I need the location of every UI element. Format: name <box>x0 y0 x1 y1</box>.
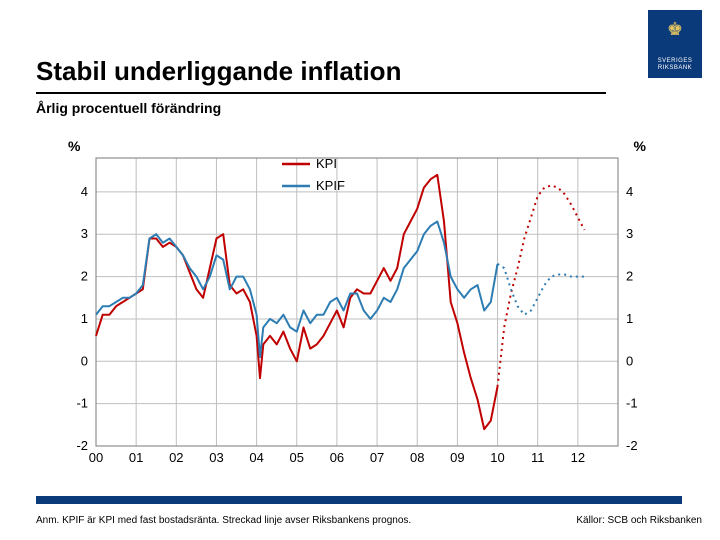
svg-text:1: 1 <box>81 311 88 326</box>
chart-svg: -2-2-1-100112233440001020304050607080910… <box>62 140 652 470</box>
svg-text:07: 07 <box>370 450 384 465</box>
chart-area: % % -2-2-1-10011223344000102030405060708… <box>62 140 652 470</box>
y-axis-label-right: % <box>634 138 646 154</box>
svg-text:01: 01 <box>129 450 143 465</box>
logo-text-top: SVERIGES <box>658 58 693 65</box>
sources: Källor: SCB och Riksbanken <box>576 515 702 526</box>
title-underline <box>36 92 606 94</box>
svg-text:2: 2 <box>626 269 633 284</box>
svg-text:04: 04 <box>249 450 263 465</box>
riksbank-logo: ♚ SVERIGES RIKSBANK <box>648 10 702 78</box>
svg-text:10: 10 <box>490 450 504 465</box>
page-title: Stabil underliggande inflation <box>36 56 401 87</box>
slide: ♚ SVERIGES RIKSBANK Stabil underliggande… <box>0 0 720 540</box>
svg-text:-2: -2 <box>76 438 88 453</box>
footnote: Anm. KPIF är KPI med fast bostadsränta. … <box>36 515 411 526</box>
y-axis-label-left: % <box>68 138 80 154</box>
svg-text:02: 02 <box>169 450 183 465</box>
svg-text:11: 11 <box>531 450 545 465</box>
svg-text:KPIF: KPIF <box>316 178 345 193</box>
logo-text-bottom: RIKSBANK <box>658 65 692 72</box>
svg-text:00: 00 <box>89 450 103 465</box>
page-subtitle: Årlig procentuell förändring <box>36 100 221 116</box>
footer-bar <box>36 496 682 504</box>
svg-text:09: 09 <box>450 450 464 465</box>
svg-text:05: 05 <box>290 450 304 465</box>
svg-text:2: 2 <box>81 269 88 284</box>
svg-text:0: 0 <box>81 353 88 368</box>
svg-text:0: 0 <box>626 353 633 368</box>
crown-icon: ♚ <box>667 20 683 38</box>
svg-text:12: 12 <box>571 450 585 465</box>
svg-text:08: 08 <box>410 450 424 465</box>
svg-text:3: 3 <box>81 226 88 241</box>
svg-text:KPI: KPI <box>316 156 337 171</box>
svg-text:4: 4 <box>81 184 88 199</box>
svg-text:4: 4 <box>626 184 633 199</box>
svg-text:3: 3 <box>626 226 633 241</box>
svg-text:06: 06 <box>330 450 344 465</box>
svg-text:1: 1 <box>626 311 633 326</box>
svg-text:-2: -2 <box>626 438 638 453</box>
svg-text:-1: -1 <box>76 396 88 411</box>
svg-text:03: 03 <box>209 450 223 465</box>
svg-text:-1: -1 <box>626 396 638 411</box>
